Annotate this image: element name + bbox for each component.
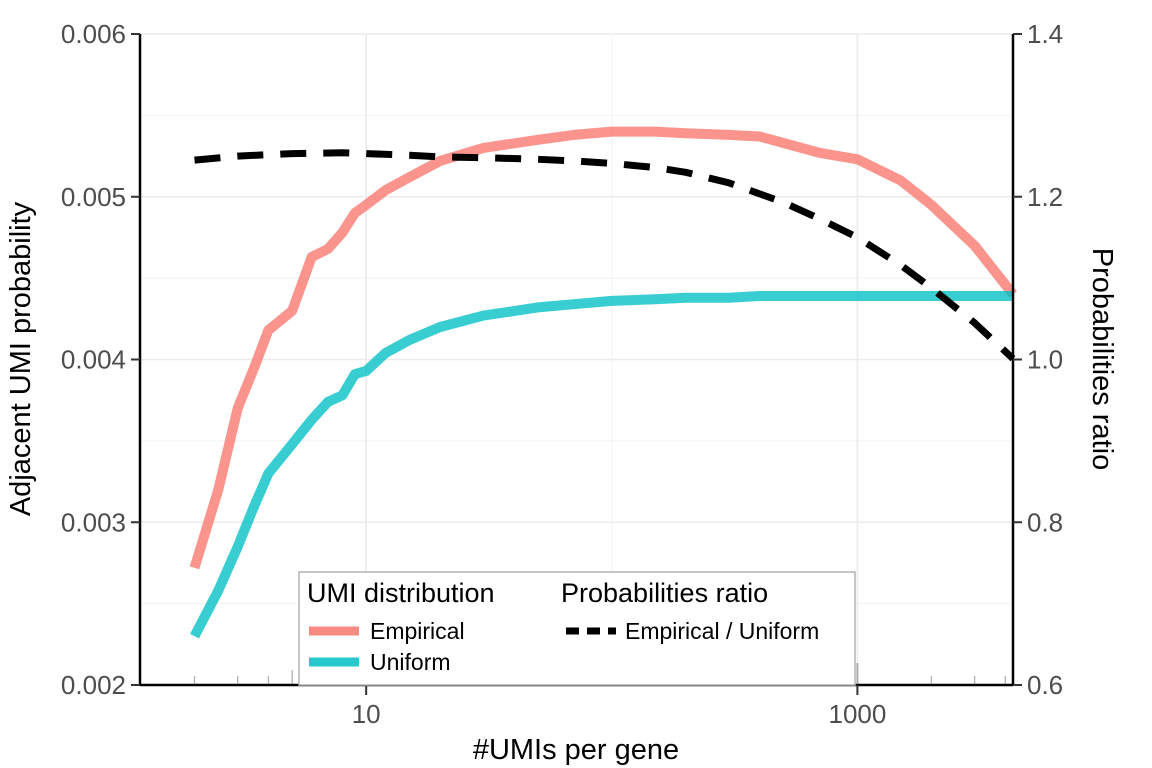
y2-tick-label-2: 1.0: [1027, 345, 1063, 375]
series-group: [189, 126, 1017, 639]
y-tick-label-4: 0.006: [61, 19, 126, 49]
y-tick-label-0: 0.002: [61, 670, 126, 700]
legend-label-uniform: Uniform: [370, 649, 451, 675]
x-axis-title: #UMIs per gene: [473, 734, 679, 766]
legend-title-probabilities-ratio: Probabilities ratio: [561, 578, 768, 608]
series-line-empirical-uniform: [194, 149, 1016, 362]
legend-label-ratio: Empirical / Uniform: [625, 618, 819, 644]
y2-tick-label-3: 1.2: [1027, 182, 1063, 212]
series-line-uniform: [190, 291, 1013, 639]
x-tick-label-0: 10: [352, 699, 381, 729]
y-tick-label-3: 0.005: [61, 182, 126, 212]
legend: UMI distribution Empirical Uniform Proba…: [298, 571, 856, 686]
y-tick-label-1: 0.003: [61, 507, 126, 537]
y2-tick-label-1: 0.8: [1027, 507, 1063, 537]
y-tick-label-2: 0.004: [61, 345, 126, 375]
ticks: 0.002 0.003 0.004 0.005 0.006 0.6 0.8 1.0 1.2 1.4…: [61, 19, 1063, 729]
x-tick-label-1: 1000: [828, 699, 886, 729]
y-axis-title: Adjacent UMI probability: [5, 201, 37, 516]
legend-title-umi-distribution: UMI distribution: [307, 578, 495, 608]
y2-tick-label-4: 1.4: [1027, 19, 1063, 49]
y2-axis-title: Probabilities ratio: [1086, 248, 1118, 470]
legend-label-empirical: Empirical: [370, 618, 465, 644]
series-line-empirical: [189, 126, 1017, 570]
y2-tick-label-0: 0.6: [1027, 670, 1063, 700]
